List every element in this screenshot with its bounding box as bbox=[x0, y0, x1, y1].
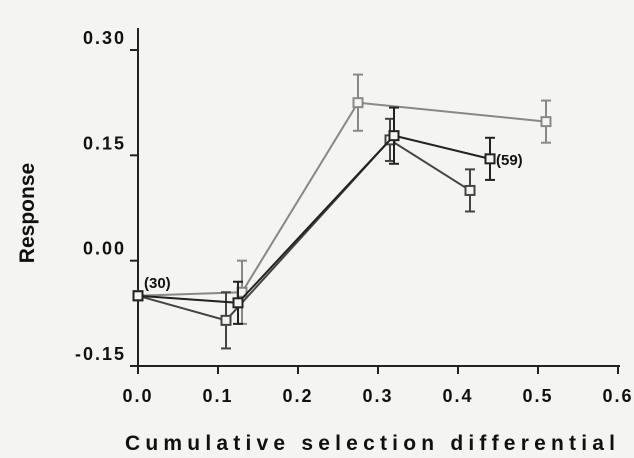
x-tick-label: 0.0 bbox=[122, 386, 153, 406]
y-axis-ticks: -0.15 0.00 0.15 0.30 bbox=[75, 28, 138, 367]
x-tick-label: 0.3 bbox=[362, 386, 393, 406]
x-axis-title: Cumulative selection differential bbox=[125, 432, 615, 455]
data-point-marker bbox=[232, 297, 244, 309]
annotations: (30) (59) bbox=[144, 152, 523, 292]
annotation-label: (59) bbox=[496, 152, 523, 169]
x-tick-label: 0.5 bbox=[522, 386, 553, 406]
y-tick-label: 0.15 bbox=[83, 133, 126, 153]
series-3 bbox=[132, 106, 496, 325]
series-line bbox=[137, 101, 547, 297]
y-tick-label: 0.30 bbox=[83, 28, 126, 48]
series-2 bbox=[132, 117, 476, 350]
data-point-marker bbox=[220, 314, 232, 326]
data-point-marker bbox=[464, 184, 476, 196]
data-point-marker bbox=[484, 153, 496, 165]
series-line bbox=[137, 134, 491, 304]
data-point-marker bbox=[540, 116, 552, 128]
y-tick-label: 0.00 bbox=[83, 239, 126, 259]
data-point-marker bbox=[132, 290, 144, 302]
data-series bbox=[132, 73, 552, 350]
x-tick-label: 0.6 bbox=[602, 386, 633, 406]
x-tick-label: 0.1 bbox=[202, 386, 233, 406]
x-tick-label: 0.4 bbox=[442, 386, 473, 406]
data-point-marker bbox=[388, 130, 400, 142]
annotation-label: (30) bbox=[144, 275, 171, 292]
series-line bbox=[137, 138, 471, 322]
x-axis-ticks: 0.0 0.1 0.2 0.3 0.4 0.5 0.6 bbox=[122, 366, 633, 406]
data-point-marker bbox=[352, 97, 364, 109]
y-axis-title: Response bbox=[16, 163, 39, 263]
series-1 bbox=[132, 73, 552, 325]
x-tick-label: 0.2 bbox=[282, 386, 313, 406]
y-tick-label: -0.15 bbox=[75, 344, 126, 364]
